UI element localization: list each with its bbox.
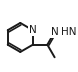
Text: HN: HN [61, 27, 77, 37]
Text: N: N [51, 27, 58, 37]
Text: N: N [29, 25, 37, 35]
